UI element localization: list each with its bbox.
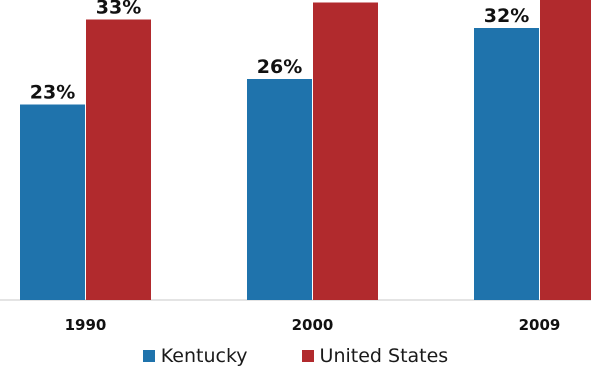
legend-item-united-states: United States <box>301 344 449 367</box>
legend-label-kentucky: Kentucky <box>160 344 248 367</box>
bar-united-states-2009 <box>540 0 591 300</box>
bar-united-states-2000 <box>313 2 378 300</box>
data-label-kentucky-2000: 26% <box>257 56 302 78</box>
legend: Kentucky United States <box>0 342 591 369</box>
data-label-kentucky-2009: 32% <box>484 5 529 27</box>
legend-label-united-states: United States <box>319 344 449 367</box>
legend-item-kentucky: Kentucky <box>142 344 248 367</box>
data-label-united-states-1990: 33% <box>96 0 141 19</box>
data-label-united-states-2000: 35% <box>323 0 368 2</box>
bar-united-states-1990 <box>86 19 151 300</box>
x-tick-label-1990: 1990 <box>65 316 107 334</box>
bar-kentucky-2000 <box>247 79 312 300</box>
legend-swatch-united-states <box>301 349 314 362</box>
legend-swatch-kentucky <box>142 349 155 362</box>
bar-kentucky-2009 <box>474 28 539 300</box>
data-label-kentucky-1990: 23% <box>30 82 75 104</box>
x-tick-label-2009: 2009 <box>519 316 561 334</box>
bar-kentucky-1990 <box>20 104 85 300</box>
x-tick-label-2000: 2000 <box>292 316 334 334</box>
